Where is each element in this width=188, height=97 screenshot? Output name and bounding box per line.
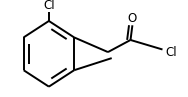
Text: O: O: [128, 12, 137, 25]
Text: Cl: Cl: [166, 46, 177, 59]
Text: Cl: Cl: [43, 0, 55, 12]
